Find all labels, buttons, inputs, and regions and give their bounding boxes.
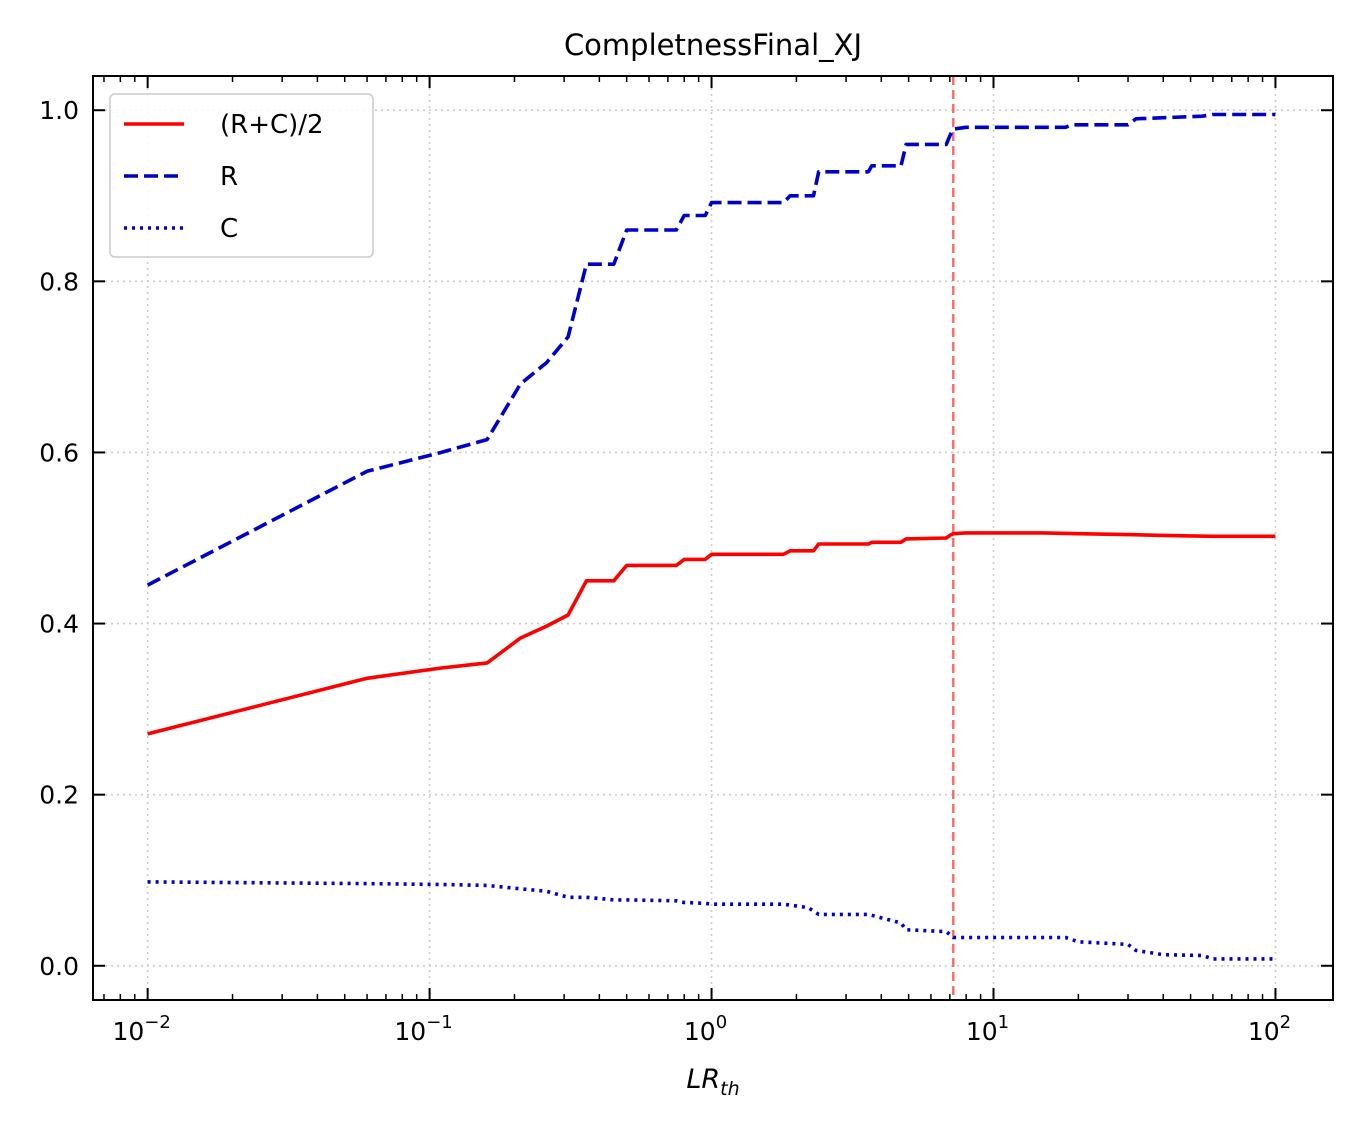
y-tick-label: 0.0 — [39, 952, 79, 981]
legend-label-2: R — [220, 162, 238, 192]
ticks: 10−2 10−1 100 101 102 0.0 0.2 0.4 0.6 0.8 1.0 — [39, 76, 1333, 1046]
x-tick-label: 101 — [966, 1012, 1009, 1046]
legend-label-3: C — [220, 214, 238, 244]
x-axis-label-subscript: th — [720, 1078, 740, 1100]
series-line-1 — [147, 531, 1276, 736]
y-tick-label: 0.8 — [39, 267, 79, 296]
grid — [93, 76, 1333, 1000]
series-layer — [146, 112, 1276, 961]
chart-title: CompletnessFinal_XJ — [564, 28, 862, 62]
series-line-2 — [146, 112, 1276, 587]
x-tick-label: 102 — [1248, 1012, 1291, 1046]
legend: (R+C)/2 RC — [109, 93, 374, 258]
y-tick-label: 0.6 — [39, 438, 79, 467]
y-tick-label: 0.4 — [39, 610, 79, 639]
legend-label-1: (R+C)/2 — [220, 110, 324, 140]
x-tick-label: 10−1 — [394, 1012, 452, 1046]
y-tick-label: 0.2 — [39, 781, 79, 810]
x-tick-label: 10−2 — [112, 1012, 170, 1046]
x-axis-label: LRth — [686, 1064, 739, 1100]
y-tick-label: 1.0 — [39, 96, 79, 125]
x-tick-label: 100 — [684, 1012, 727, 1046]
plot-frame — [92, 75, 1334, 1001]
x-axis-label-main: LR — [686, 1064, 720, 1095]
legend-box — [109, 93, 374, 258]
